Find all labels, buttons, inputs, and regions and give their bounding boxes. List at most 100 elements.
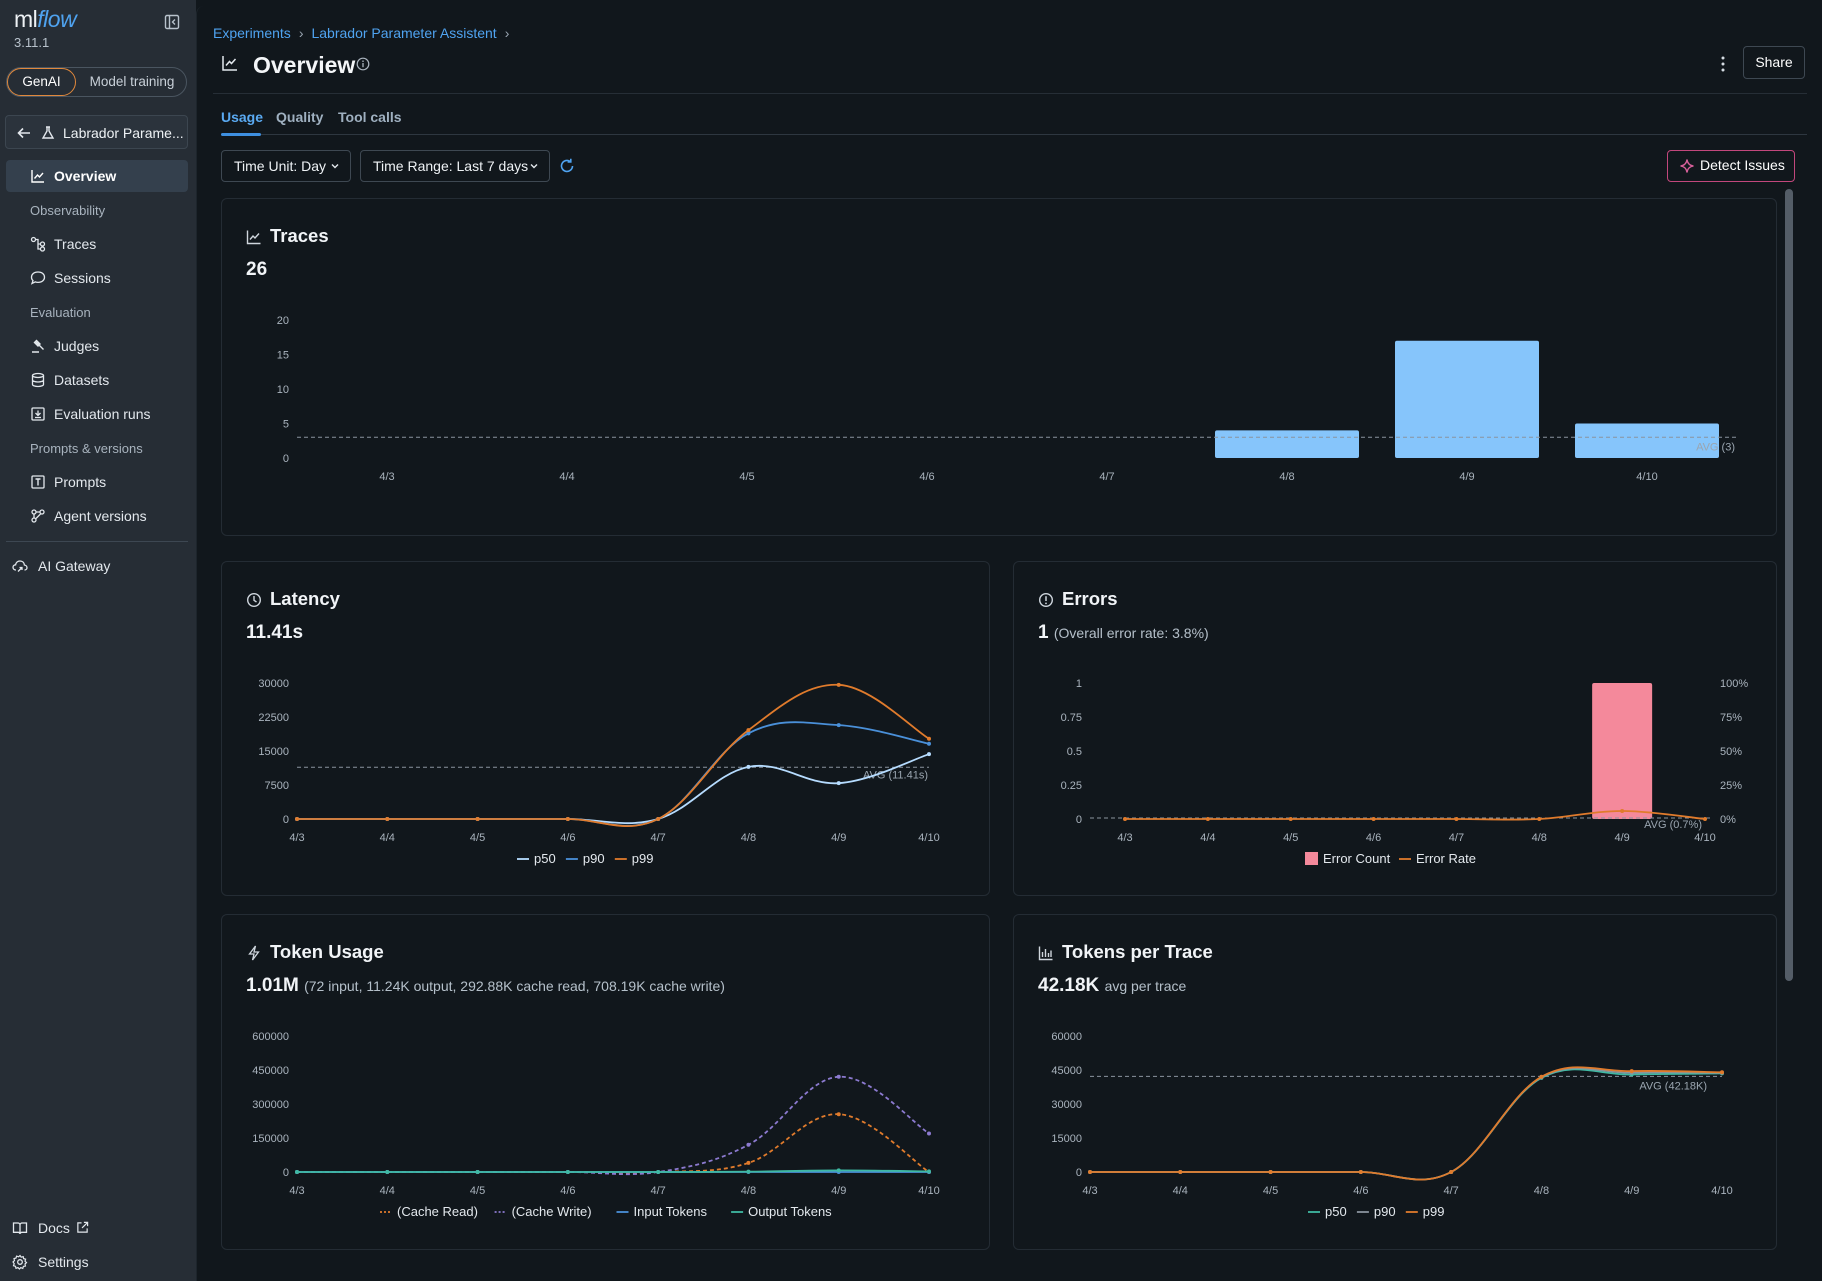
sidebar-item-sessions[interactable]: Sessions (6, 262, 188, 294)
mlflow-logo[interactable]: mlflow (14, 6, 77, 32)
series-line (297, 683, 930, 827)
mode-model-training-button[interactable]: Model training (89, 74, 175, 89)
card-title: Token Usage (270, 941, 384, 962)
legend-label: (Cache Write) (512, 1204, 592, 1219)
data-point (1620, 808, 1625, 813)
x-tick-label: 4/5 (470, 1185, 485, 1197)
lightning-icon (248, 945, 260, 961)
tab-usage[interactable]: Usage (221, 109, 264, 125)
tab-tool-calls[interactable]: Tool calls (338, 109, 402, 125)
x-tick-label: 4/3 (289, 832, 304, 844)
card-value: 1 (Overall error rate: 3.8%) (1038, 622, 1209, 643)
sidebar-item-judges[interactable]: Judges (6, 330, 188, 362)
sidebar-item-evaluation-runs[interactable]: Evaluation runs (6, 398, 188, 430)
y-tick-label: 0.25 (1061, 780, 1082, 792)
data-point (1537, 817, 1542, 821)
errors-card: Errors 1 (Overall error rate: 3.8%) 0 0.2… (1013, 561, 1777, 896)
data-point (1123, 817, 1127, 821)
time-range-dropdown[interactable]: Time Range: Last 7 days (360, 150, 550, 182)
refresh-icon[interactable] (558, 157, 576, 175)
breadcrumb-separator: › (504, 25, 510, 41)
mode-genai-button[interactable]: GenAI (7, 68, 76, 96)
data-point (836, 723, 841, 728)
x-tick-label: 4/7 (1099, 471, 1114, 483)
experiment-back-button[interactable]: Labrador Parame... (5, 115, 188, 149)
y-tick-label: 45000 (1051, 1065, 1082, 1077)
y2-tick-label: 50% (1720, 746, 1742, 758)
bar-chart-icon (1038, 946, 1053, 961)
legend-label: Error Rate (1416, 851, 1476, 866)
data-point (746, 728, 751, 733)
time-unit-dropdown[interactable]: Time Unit: Day (221, 150, 351, 182)
y-tick-label: 22500 (258, 712, 289, 724)
x-tick-label: 4/10 (918, 832, 939, 844)
chart-line-icon (31, 170, 44, 183)
latency-card: Latency 11.41s 0 7500 15000 22500 30000 4/3 4/… (221, 561, 990, 896)
x-tick-label: 4/8 (741, 832, 756, 844)
y-tick-label: 30000 (258, 678, 289, 690)
cloud-gateway-icon (12, 560, 28, 572)
collapse-sidebar-icon[interactable] (164, 14, 180, 30)
sidebar: mlflow 3.11.1 GenAI Model training Labra… (0, 0, 196, 1281)
x-tick-label: 4/9 (1614, 832, 1629, 844)
share-button[interactable]: Share (1743, 46, 1805, 79)
agent-versions-icon (31, 509, 45, 523)
data-point (746, 764, 751, 769)
detect-issues-button[interactable]: Detect Issues (1667, 150, 1795, 182)
data-point (927, 741, 931, 746)
x-tick-label: 4/4 (1173, 1185, 1188, 1197)
x-tick-label: 4/6 (1366, 832, 1381, 844)
x-tick-label: 4/6 (560, 1185, 575, 1197)
tab-quality[interactable]: Quality (276, 109, 324, 125)
data-point (656, 817, 661, 821)
x-tick-label: 4/10 (1694, 832, 1715, 844)
gavel-icon (32, 339, 44, 353)
series-line (297, 1075, 930, 1176)
sidebar-item-traces[interactable]: Traces (6, 228, 188, 260)
breadcrumb-experiment[interactable]: Labrador Parameter Assistent (311, 25, 497, 41)
sidebar-item-docs[interactable]: Docs (12, 1217, 188, 1241)
experiment-icon (41, 126, 55, 139)
y-tick-label: 15000 (258, 746, 289, 758)
sidebar-divider (6, 541, 188, 542)
scrollbar-thumb[interactable] (1785, 189, 1793, 981)
sidebar-item-agent-versions[interactable]: Agent versions (6, 500, 188, 532)
x-tick-label: 4/10 (1711, 1185, 1732, 1197)
sidebar-item-prompts[interactable]: Prompts (6, 466, 188, 498)
experiment-name: Labrador Parame... (63, 125, 184, 141)
section-observability: Observability (30, 203, 106, 218)
section-evaluation: Evaluation (30, 305, 91, 320)
tokens-per-trace-line-chart: 0 15000 30000 45000 60000 4/3 4/4 4/5 4/6 4/7 4/8 4… (1051, 1031, 1732, 1219)
y-tick-label: 30000 (1051, 1099, 1082, 1111)
sidebar-item-ai-gateway[interactable]: AI Gateway (12, 555, 188, 579)
legend-swatch (1305, 852, 1318, 865)
legend-label: p50 (534, 851, 556, 866)
sidebar-item-settings[interactable]: Settings (12, 1251, 188, 1275)
card-value: 11.41s (246, 622, 304, 643)
data-point (1358, 1170, 1363, 1174)
tabs-divider (221, 134, 1807, 135)
more-options-icon[interactable] (1715, 54, 1731, 74)
traces-icon (30, 236, 46, 252)
data-point (1268, 1170, 1273, 1174)
y-tick-label: 0 (1076, 814, 1082, 826)
data-point (1371, 817, 1376, 821)
sidebar-item-datasets[interactable]: Datasets (6, 364, 188, 396)
data-point (1454, 817, 1459, 821)
x-tick-label: 4/3 (1117, 832, 1132, 844)
breadcrumb-separator: › (298, 25, 304, 41)
y-tick-label: 5 (283, 419, 289, 431)
legend-label: p90 (1374, 1204, 1396, 1219)
x-tick-label: 4/7 (1449, 832, 1464, 844)
traces-card: Traces 26 0 5 10 15 20 4/3 4/4 4/5 4/6 4/7 4/8 4/9 4… (221, 198, 1777, 536)
sidebar-item-overview[interactable]: Overview (6, 160, 188, 192)
y-tick-label: 150000 (252, 1133, 289, 1145)
traces-bar-chart: 0 5 10 15 20 4/3 4/4 4/5 4/6 4/7 4/8 4/9 4/10 AVG (3) (277, 315, 1737, 483)
data-point (746, 1160, 751, 1165)
info-icon[interactable] (356, 57, 370, 71)
y-tick-label: 0.75 (1061, 712, 1082, 724)
data-point (836, 682, 841, 687)
chat-bubble-icon (30, 271, 46, 285)
card-value: 1.01M (72 input, 11.24K output, 292.88K … (246, 975, 725, 996)
breadcrumb-experiments[interactable]: Experiments (213, 25, 291, 41)
